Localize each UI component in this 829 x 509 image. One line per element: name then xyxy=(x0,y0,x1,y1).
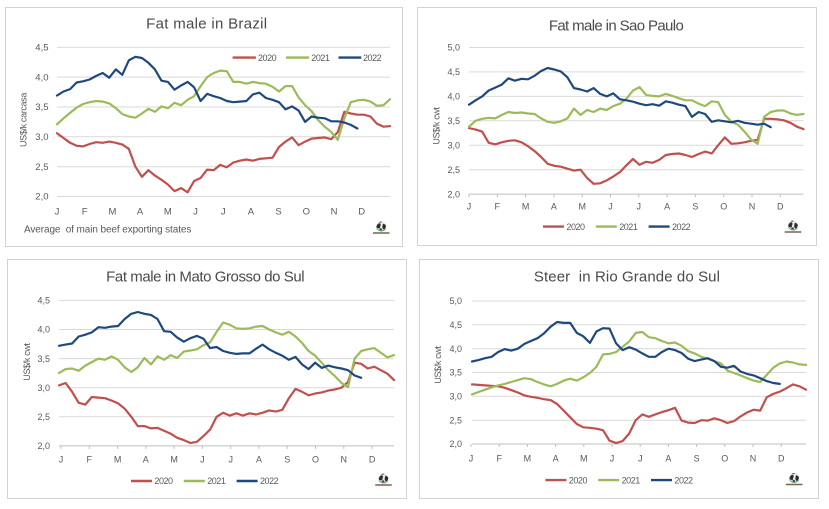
svg-text:US$/k cwt: US$/k cwt xyxy=(432,106,442,144)
svg-text:2022: 2022 xyxy=(260,476,279,486)
svg-text:4,0: 4,0 xyxy=(447,92,460,102)
svg-text:2,0: 2,0 xyxy=(449,439,462,449)
svg-text:N: N xyxy=(341,455,348,465)
svg-text:3,0: 3,0 xyxy=(447,140,460,150)
svg-text:3,5: 3,5 xyxy=(35,102,48,113)
svg-text:S: S xyxy=(692,202,698,212)
svg-text:4,5: 4,5 xyxy=(447,67,460,77)
svg-text:2,5: 2,5 xyxy=(449,415,462,425)
svg-text:2022: 2022 xyxy=(672,222,691,232)
svg-text:A: A xyxy=(551,202,557,212)
svg-text:4,0: 4,0 xyxy=(35,72,48,83)
svg-text:S: S xyxy=(284,455,290,465)
svg-text:Fat male in Sao Paulo: Fat male in Sao Paulo xyxy=(549,17,684,34)
svg-text:2022: 2022 xyxy=(363,53,382,63)
svg-text:A: A xyxy=(137,206,144,217)
svg-text:O: O xyxy=(721,453,728,463)
svg-text:M: M xyxy=(170,455,178,465)
svg-text:2021: 2021 xyxy=(619,222,638,232)
svg-text:F: F xyxy=(496,453,502,463)
svg-text:D: D xyxy=(369,455,376,465)
svg-text:US$/k cwt: US$/k cwt xyxy=(433,345,443,383)
svg-text:2020: 2020 xyxy=(154,476,173,486)
svg-text:A: A xyxy=(553,453,559,463)
svg-text:M: M xyxy=(524,453,532,463)
svg-text:M: M xyxy=(578,202,586,212)
svg-text:2,5: 2,5 xyxy=(37,412,50,422)
svg-text:2021: 2021 xyxy=(207,476,226,486)
svg-text:3,0: 3,0 xyxy=(449,392,462,402)
svg-text:3,0: 3,0 xyxy=(35,132,48,143)
svg-text:2,0: 2,0 xyxy=(447,189,460,199)
svg-text:N: N xyxy=(749,202,756,212)
svg-text:Fat male in Mato Grosso do Sul: Fat male in Mato Grosso do Sul xyxy=(106,268,304,285)
svg-text:O: O xyxy=(303,206,310,217)
svg-text:2,5: 2,5 xyxy=(447,165,460,175)
svg-text:4,5: 4,5 xyxy=(449,320,462,330)
svg-text:2,0: 2,0 xyxy=(35,192,48,203)
svg-text:S: S xyxy=(275,206,281,217)
svg-text:O: O xyxy=(312,455,319,465)
svg-text:J: J xyxy=(608,202,613,212)
svg-text:2,5: 2,5 xyxy=(35,162,48,173)
svg-text:2020: 2020 xyxy=(569,475,588,485)
svg-text:D: D xyxy=(778,453,785,463)
svg-text:N: N xyxy=(331,206,338,217)
svg-text:3,5: 3,5 xyxy=(447,116,460,126)
svg-text:D: D xyxy=(777,202,784,212)
svg-text:A: A xyxy=(248,206,255,217)
svg-text:J: J xyxy=(469,453,474,463)
svg-text:J: J xyxy=(221,206,226,217)
svg-text:M: M xyxy=(580,453,588,463)
svg-text:O: O xyxy=(720,202,727,212)
svg-text:J: J xyxy=(638,453,643,463)
svg-text:N: N xyxy=(750,453,757,463)
svg-text:5,0: 5,0 xyxy=(447,43,460,53)
svg-text:3,5: 3,5 xyxy=(37,354,50,364)
svg-text:Fat male in Brazil: Fat male in Brazil xyxy=(146,16,267,33)
svg-text:S: S xyxy=(694,453,700,463)
svg-text:A: A xyxy=(256,455,262,465)
svg-text:J: J xyxy=(610,453,615,463)
svg-text:F: F xyxy=(82,206,88,217)
svg-text:Steer in Rio Grande do Sul: Steer in Rio Grande do Sul xyxy=(534,268,720,285)
svg-text:2020: 2020 xyxy=(258,53,277,63)
svg-text:2022: 2022 xyxy=(674,475,693,485)
svg-text:2021: 2021 xyxy=(311,53,330,63)
svg-text:M: M xyxy=(108,206,116,217)
svg-text:J: J xyxy=(55,206,60,217)
svg-text:4,5: 4,5 xyxy=(37,296,50,306)
svg-text:2,0: 2,0 xyxy=(37,441,50,451)
svg-text:4,0: 4,0 xyxy=(37,325,50,335)
svg-text:3,5: 3,5 xyxy=(449,368,462,378)
svg-text:J: J xyxy=(200,455,205,465)
svg-text:Average of main beef exportin: Average of main beef exporting states xyxy=(24,225,191,236)
svg-text:J: J xyxy=(637,202,642,212)
svg-text:US$/k cwt: US$/k cwt xyxy=(22,342,32,380)
svg-text:F: F xyxy=(495,202,501,212)
svg-text:2020: 2020 xyxy=(566,222,585,232)
svg-text:M: M xyxy=(164,206,172,217)
svg-text:4,5: 4,5 xyxy=(35,43,48,54)
svg-text:J: J xyxy=(467,202,472,212)
svg-text:J: J xyxy=(228,455,233,465)
svg-text:F: F xyxy=(87,455,93,465)
svg-text:A: A xyxy=(664,202,670,212)
svg-text:2021: 2021 xyxy=(622,475,641,485)
svg-text:3,0: 3,0 xyxy=(37,383,50,393)
svg-text:A: A xyxy=(665,453,671,463)
svg-text:4,0: 4,0 xyxy=(449,344,462,354)
svg-text:D: D xyxy=(358,206,365,217)
svg-text:M: M xyxy=(114,455,122,465)
svg-text:J: J xyxy=(193,206,198,217)
svg-text:US$/k carcasa: US$/k carcasa xyxy=(18,93,28,147)
svg-text:A: A xyxy=(143,455,149,465)
svg-text:J: J xyxy=(59,455,64,465)
svg-text:M: M xyxy=(522,202,530,212)
svg-text:5,0: 5,0 xyxy=(449,296,462,306)
